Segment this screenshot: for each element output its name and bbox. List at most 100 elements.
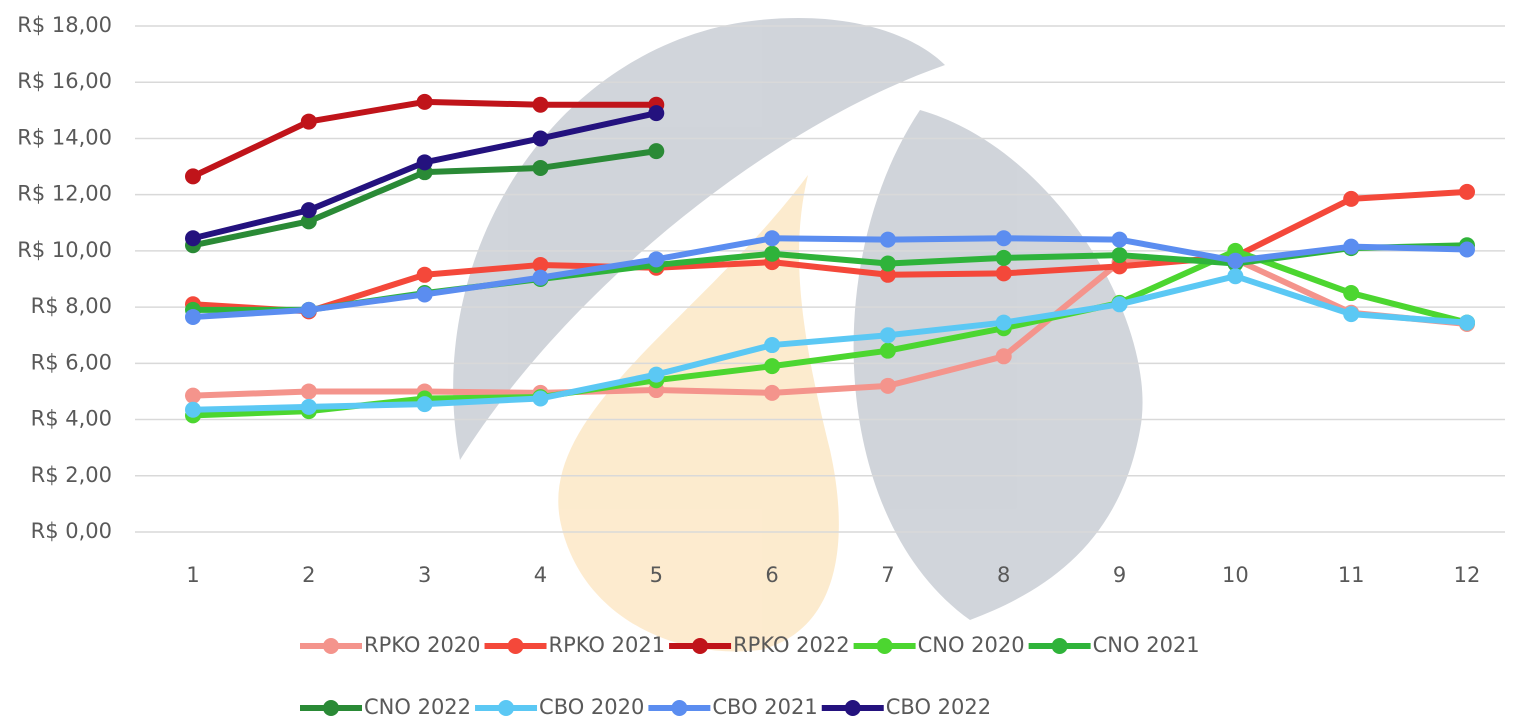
point (879, 342, 896, 359)
point (764, 230, 781, 247)
point (1459, 314, 1475, 331)
y-tick-label: R$ 4,00 (31, 407, 112, 431)
point (532, 390, 549, 407)
series-line (192, 235, 1468, 320)
point (879, 231, 896, 248)
watermark (453, 18, 1143, 652)
series (185, 105, 665, 247)
legend-label: CBO 2021 (712, 695, 817, 719)
y-tick-label: R$ 2,00 (31, 463, 112, 487)
y-tick-label: R$ 6,00 (31, 350, 112, 374)
x-tick-label: 12 (1454, 563, 1481, 587)
point (416, 93, 433, 110)
point (1459, 183, 1475, 200)
point (1111, 231, 1128, 248)
point (1111, 296, 1128, 313)
point (764, 245, 781, 262)
legend-marker (507, 638, 524, 654)
point (532, 96, 549, 113)
point (995, 265, 1012, 282)
x-tick-label: 1 (186, 563, 199, 587)
series (185, 230, 1475, 325)
point (995, 314, 1012, 331)
point (532, 256, 549, 273)
point (300, 398, 317, 415)
point (764, 358, 781, 375)
point (532, 159, 549, 176)
legend-label: CNO 2020 (918, 633, 1025, 657)
point (1343, 190, 1360, 207)
point (648, 105, 665, 122)
point (648, 366, 665, 383)
point (416, 286, 433, 303)
point (185, 230, 201, 247)
legend-marker (844, 700, 861, 716)
point (416, 266, 433, 283)
point (532, 269, 549, 286)
y-tick-label: R$ 16,00 (17, 69, 112, 93)
legend-marker (1051, 638, 1068, 654)
point (1343, 238, 1360, 255)
x-tick-label: 2 (302, 563, 315, 587)
x-tick-label: 3 (418, 563, 431, 587)
y-tick-label: R$ 8,00 (31, 294, 112, 318)
x-tick-label: 5 (650, 563, 663, 587)
series-line (192, 256, 1468, 399)
y-tick-label: R$ 14,00 (17, 125, 112, 149)
point (1459, 241, 1475, 258)
legend-label: CBO 2022 (886, 695, 991, 719)
point (1227, 252, 1244, 269)
point (648, 251, 665, 268)
point (995, 230, 1012, 247)
legend-label: CBO 2020 (539, 695, 644, 719)
legend-marker (692, 638, 709, 654)
legend-label: RPKO 2020 (364, 633, 481, 657)
y-tick-label: R$ 18,00 (17, 13, 112, 37)
point (879, 327, 896, 344)
point (1111, 258, 1128, 275)
point (1227, 268, 1244, 285)
point (185, 387, 201, 404)
point (764, 384, 781, 401)
point (1343, 306, 1360, 323)
point (879, 266, 896, 283)
y-tick-label: R$ 0,00 (31, 519, 112, 543)
legend-marker (671, 700, 688, 716)
point (879, 377, 896, 394)
point (995, 249, 1012, 266)
legend-label: CNO 2021 (1093, 633, 1200, 657)
x-tick-label: 11 (1338, 563, 1365, 587)
legend-label: RPKO 2021 (549, 633, 666, 657)
legend-marker (876, 638, 893, 654)
series-line (192, 273, 1468, 413)
point (300, 113, 317, 130)
series (185, 268, 1475, 418)
series (185, 93, 665, 185)
x-tick-label: 10 (1222, 563, 1249, 587)
point (300, 213, 317, 230)
point (185, 168, 201, 185)
point (764, 337, 781, 354)
point (185, 308, 201, 325)
y-tick-label: R$ 10,00 (17, 238, 112, 262)
point (648, 143, 665, 160)
series (185, 251, 1475, 404)
y-tick-label: R$ 12,00 (17, 182, 112, 206)
point (416, 396, 433, 413)
legend-label: CNO 2022 (364, 695, 471, 719)
x-tick-label: 8 (997, 563, 1010, 587)
legend-marker (323, 700, 339, 716)
legend-label: RPKO 2022 (733, 633, 850, 657)
point (995, 348, 1012, 365)
point (532, 130, 549, 147)
x-tick-label: 7 (881, 563, 894, 587)
legend-marker (498, 700, 515, 716)
legend-marker (323, 638, 339, 654)
point (1111, 247, 1128, 264)
point (300, 202, 317, 219)
point (1343, 285, 1360, 302)
point (300, 301, 317, 318)
x-tick-label: 9 (1113, 563, 1126, 587)
x-tick-label: 4 (534, 563, 547, 587)
